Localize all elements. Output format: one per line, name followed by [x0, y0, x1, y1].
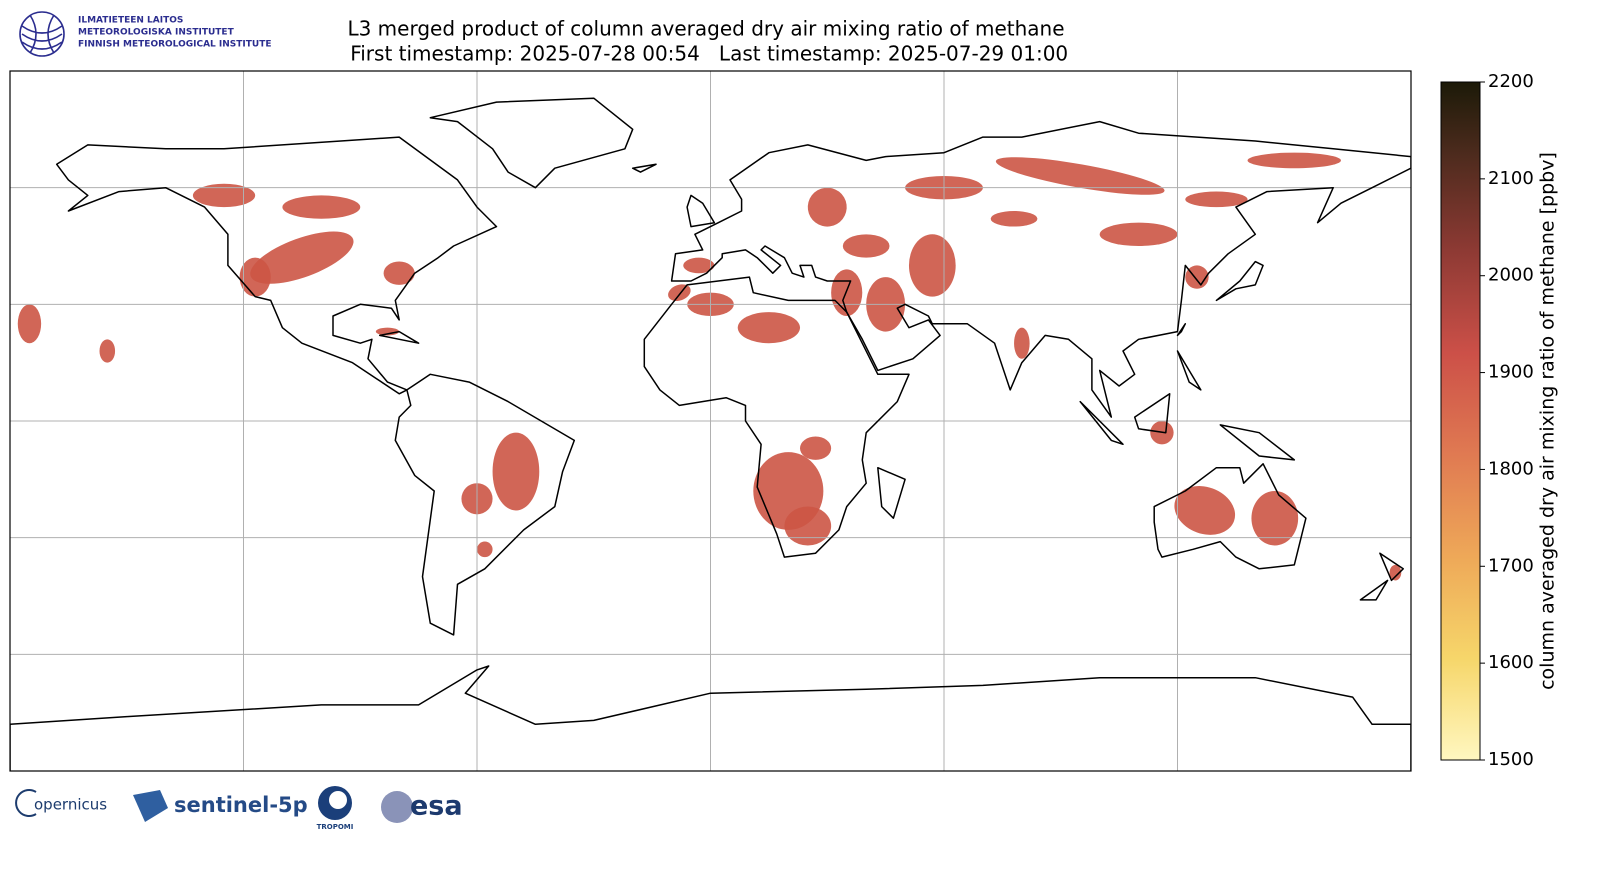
coastline: [670, 120, 1411, 418]
methane-patch: [492, 432, 540, 511]
coastline: [1176, 350, 1202, 391]
coastline: [55, 136, 498, 395]
coastline: [1379, 552, 1404, 582]
colorbar-tick-label: 1900: [1488, 362, 1534, 383]
coastline: [394, 373, 576, 636]
map-frame: [9, 70, 1412, 772]
methane-patch: [1251, 490, 1299, 546]
colorbar-tick-label: 1500: [1488, 749, 1534, 770]
coastline: [1133, 393, 1171, 434]
logo-text: esa: [410, 791, 463, 822]
methane-patch: [908, 234, 956, 297]
methane-patch: [737, 312, 801, 344]
fmi-logo: [19, 11, 65, 57]
coastline: [1219, 424, 1296, 461]
copernicus-c: [15, 789, 37, 817]
methane-patch: [1174, 486, 1236, 535]
colorbar-tick-label: 1700: [1488, 555, 1534, 576]
methane-patch: [1014, 327, 1030, 359]
coastline: [1079, 400, 1124, 446]
methane-patch: [476, 541, 493, 558]
coastline: [1359, 579, 1389, 601]
coastline: [378, 330, 420, 344]
methane-patch: [250, 231, 354, 284]
coastline: [643, 276, 910, 558]
colorbar-tick-label: 2200: [1488, 71, 1534, 92]
subtitle: First timestamp: 2025-07-28 00:54 Last t…: [344, 42, 1068, 66]
colorbar-tick-label: 1800: [1488, 458, 1534, 479]
methane-patch: [17, 304, 42, 344]
title: L3 merged product of column averaged dry…: [347, 17, 1064, 41]
map: [10, 71, 1411, 771]
logo-line: FINNISH METEOROLOGICAL INSTITUTE: [78, 40, 272, 50]
colorbar: [1440, 81, 1481, 761]
esa-icon: [381, 791, 413, 823]
methane-patch: [192, 183, 256, 208]
colorbar-tick-label: 1600: [1488, 652, 1534, 673]
logo-line: METEOROLOGISKA INSTITUTET: [78, 28, 235, 38]
logo-text: opernicus: [34, 796, 107, 814]
methane-patch: [784, 506, 832, 546]
methane-patch: [99, 339, 116, 363]
colorbar-tick-label: 2100: [1488, 168, 1534, 189]
coastline: [631, 163, 657, 173]
coastline: [1176, 323, 1187, 337]
methane-patch: [807, 187, 847, 227]
logo-text: TROPOMI: [317, 823, 354, 831]
colorbar-label: column averaged dry air mixing ratio of …: [1537, 152, 1559, 690]
methane-patch: [842, 234, 890, 258]
methane-patch: [683, 257, 715, 274]
coastline: [877, 466, 906, 519]
methane-patch: [800, 436, 832, 460]
coastline: [1215, 260, 1264, 302]
colorbar-tick-label: 2000: [1488, 265, 1534, 286]
methane-patch: [383, 261, 415, 285]
methane-patch: [239, 257, 271, 297]
sentinel-icon: [133, 790, 168, 822]
coastline: [10, 665, 1411, 771]
tropomi-icon: [329, 791, 347, 809]
methane-patch: [995, 157, 1165, 195]
methane-patch: [990, 210, 1038, 227]
coastline: [429, 97, 634, 189]
logo-line: ILMATIETEEN LAITOS: [78, 16, 183, 26]
methane-patch: [1099, 222, 1178, 247]
methane-patch: [282, 195, 361, 219]
coastline: [1153, 463, 1307, 570]
coastline: [686, 194, 716, 228]
methane-patch: [1185, 191, 1248, 208]
methane-patch: [1247, 152, 1341, 169]
logo-text: sentinel-5p: [174, 793, 308, 817]
methane-patch: [1389, 564, 1402, 581]
